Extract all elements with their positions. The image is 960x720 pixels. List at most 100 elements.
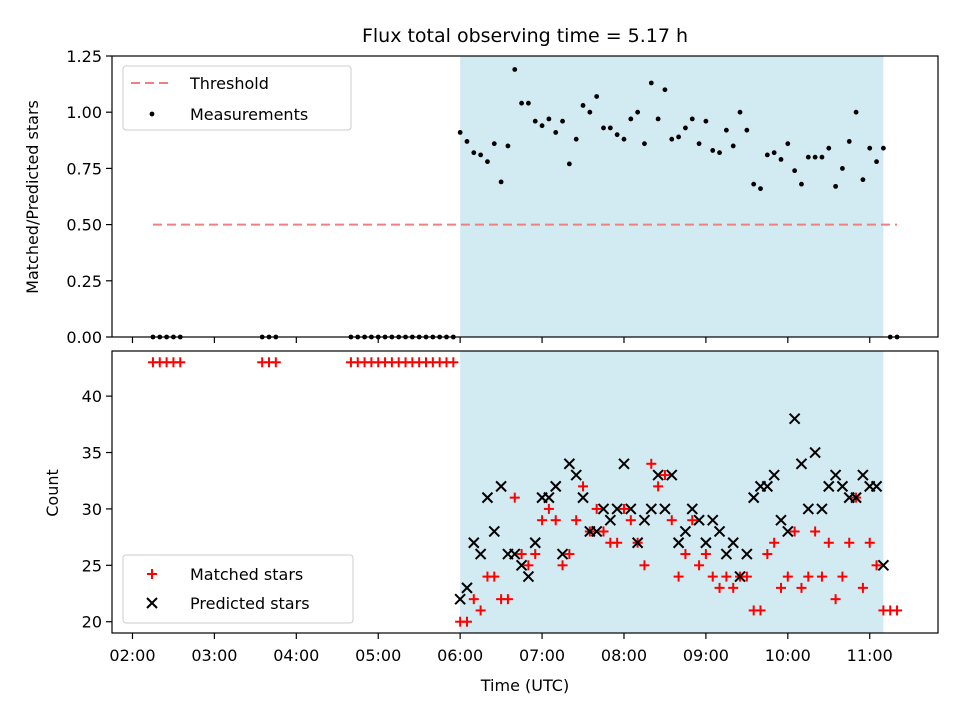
matched-star-point <box>789 526 800 537</box>
matched-star-point <box>475 605 486 616</box>
top-panel: 0.00 0.25 0.50 0.75 1.00 1.25 Matched/Predict… <box>23 47 939 347</box>
observing-window-band <box>460 56 884 337</box>
matched-star-point <box>537 515 548 526</box>
predicted-star-point <box>836 480 849 493</box>
bottom-legend: Matched stars Predicted stars <box>122 554 354 624</box>
matched-star-point <box>803 571 814 582</box>
measurement-point <box>730 143 736 149</box>
measurement-point <box>669 136 675 142</box>
legend-threshold-label: Threshold <box>189 74 269 93</box>
predicted-star-point <box>700 537 712 549</box>
measurement-point <box>771 150 777 156</box>
measurement-point <box>471 150 477 156</box>
predicted-star-point <box>829 469 842 481</box>
measurement-point <box>532 118 538 124</box>
y-tick-label: 0.00 <box>66 328 102 347</box>
matched-star-point <box>557 560 568 571</box>
measurement-point <box>737 109 743 115</box>
chart-title: Flux total observing time = 5.17 h <box>362 25 688 47</box>
measurement-point <box>655 116 661 122</box>
predicted-star-point <box>788 412 801 425</box>
matched-star-point <box>810 526 821 537</box>
legend-measurements-label: Measurements <box>190 105 308 124</box>
x-tick-label: 05:00 <box>355 646 401 665</box>
measurement-point <box>683 125 688 131</box>
measurement-point <box>717 150 722 156</box>
matched-star-point <box>618 503 629 514</box>
measurement-point <box>880 145 886 151</box>
predicted-star-point <box>741 548 753 560</box>
measurement-point <box>805 154 811 160</box>
legend-matched-swatch <box>147 569 157 579</box>
matched-star-point <box>769 537 780 548</box>
measurement-point <box>607 125 613 131</box>
y-tick-label: 0.50 <box>66 216 102 235</box>
bottom-y-axis-label: Count <box>43 469 62 517</box>
matched-star-point <box>864 537 875 548</box>
predicted-star-point <box>802 503 815 515</box>
measurement-point <box>601 125 606 131</box>
measurement-point <box>505 143 511 149</box>
matched-star-point <box>823 537 834 548</box>
bottom-panel: 20 25 30 35 40 02:00 03:00 04:00 05:00 06:00 07:00… <box>43 350 939 695</box>
measurement-point <box>799 181 804 187</box>
matched-star-point <box>700 549 711 560</box>
matched-star-point <box>871 560 882 571</box>
matched-star-point <box>782 571 793 582</box>
measurement-point <box>751 181 757 187</box>
matched-star-point <box>502 594 513 605</box>
matched-star-point <box>448 357 459 368</box>
predicted-star-point <box>850 491 862 504</box>
predicted-star-point <box>823 480 835 493</box>
predicted-star-point <box>659 503 671 515</box>
predicted-star-point <box>597 503 610 515</box>
measurement-point <box>648 80 654 86</box>
predicted-star-point <box>638 514 651 526</box>
measurement-point <box>580 103 586 108</box>
x-tick-label: 09:00 <box>683 646 729 665</box>
legend-frame <box>122 65 352 131</box>
predicted-star-point <box>529 537 541 549</box>
measurement-point <box>840 166 845 171</box>
measurement-point <box>867 145 873 151</box>
matched-star-point <box>598 526 609 537</box>
x-tick-label: 04:00 <box>273 646 319 665</box>
y-tick-label: 35 <box>82 444 102 463</box>
measurement-point <box>478 152 484 158</box>
matched-star-point <box>175 357 186 368</box>
measurement-point <box>519 100 524 106</box>
matched-star-point <box>741 571 752 582</box>
predicted-star-point <box>570 469 582 481</box>
measurement-point <box>723 127 729 133</box>
matched-star-point <box>687 515 698 526</box>
measurement-point <box>676 134 681 140</box>
predicted-star-point <box>666 469 678 481</box>
predicted-star-point <box>550 480 562 493</box>
measurement-point <box>457 130 463 135</box>
y-tick-label: 0.75 <box>66 159 102 178</box>
legend-measurements-swatch <box>149 111 155 117</box>
measurement-point <box>853 109 859 115</box>
measurement-point <box>560 118 565 124</box>
matched-star-point <box>468 594 479 605</box>
predicted-star-point <box>672 537 685 549</box>
matched-star-point <box>571 515 582 526</box>
matched-star-point <box>837 571 848 582</box>
y-tick-label: 40 <box>82 387 102 406</box>
bottom-axes: 20 25 30 35 40 02:00 03:00 04:00 05:00 06:00 07:00… <box>82 350 939 665</box>
matched-star-point <box>796 582 807 593</box>
matched-star-point <box>721 571 732 582</box>
predicted-star-point <box>679 525 692 538</box>
matched-star-point <box>461 616 472 627</box>
matched-star-point <box>694 560 705 571</box>
predicted-star-point <box>707 514 719 526</box>
predicted-star-point <box>686 503 698 515</box>
predicted-star-point <box>857 469 869 481</box>
matched-star-point <box>591 503 602 514</box>
measurement-point <box>485 159 490 165</box>
matched-star-point <box>550 515 561 526</box>
matched-star-point <box>578 481 589 492</box>
measurement-point <box>662 87 668 93</box>
measurement-point <box>594 94 600 99</box>
predicted-star-point <box>454 593 466 605</box>
